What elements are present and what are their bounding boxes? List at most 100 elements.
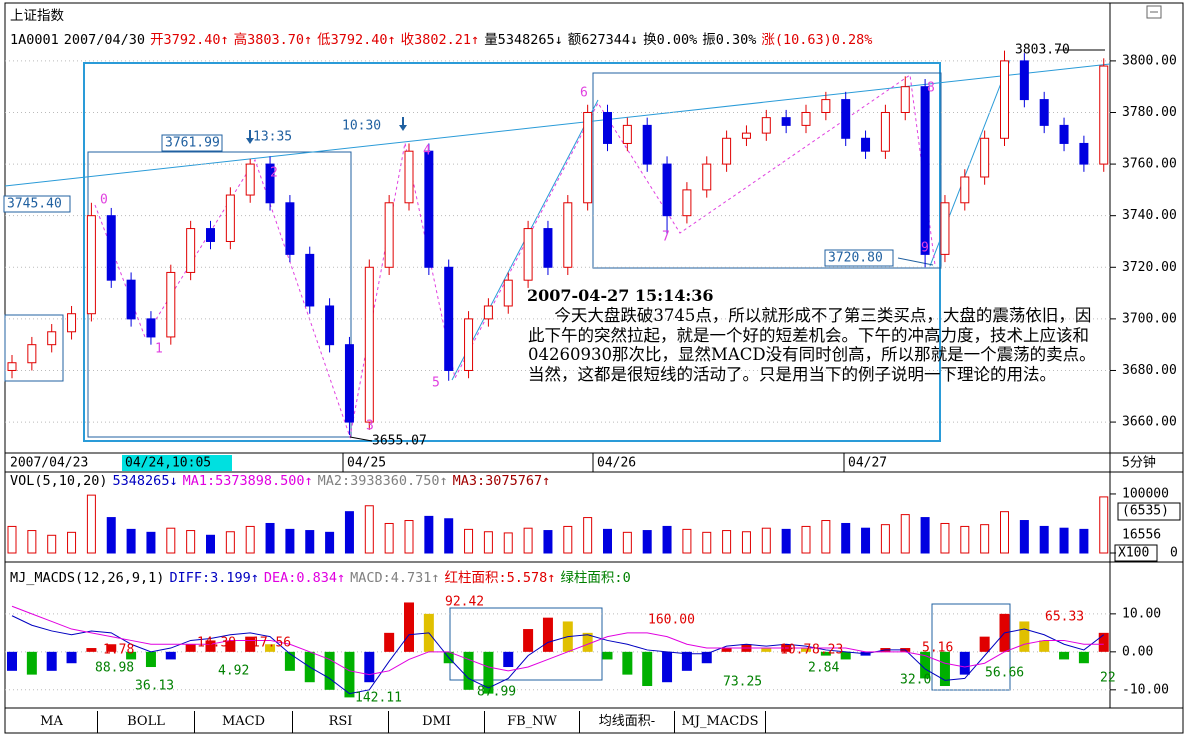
candle-body (662, 163, 672, 217)
volume-bar (186, 530, 196, 554)
volume-bar (741, 531, 751, 554)
macd-annotation: 14.39 (197, 636, 236, 651)
candle-body (1079, 142, 1089, 165)
indicator-tab[interactable]: MA (6, 711, 98, 733)
indicator-tab[interactable]: 均线面积- (580, 711, 675, 733)
zone-box (83, 62, 941, 442)
candle-body (702, 163, 712, 191)
candle-body (722, 137, 732, 165)
volume-bar (404, 520, 414, 554)
indicator-tab[interactable]: MJ_MACDS (675, 711, 766, 733)
macd-annotation: 56.66 (985, 666, 1024, 681)
leader-line (349, 436, 373, 442)
macd-bar (7, 651, 17, 671)
macd-bar (364, 651, 375, 683)
volume-bar (543, 530, 553, 554)
candle-body (761, 117, 771, 134)
indicator-tab[interactable]: RSI (293, 711, 389, 733)
indicator-tab[interactable]: FB_NW (485, 711, 580, 733)
macd-bar (205, 640, 216, 652)
macd-annotation: 36.13 (135, 679, 174, 694)
price-label: 3803.70 (1015, 43, 1070, 58)
indicator-tab[interactable]: MACD (195, 711, 293, 733)
macd-bar (820, 651, 831, 656)
y-tick-label: 100000 (1122, 486, 1169, 501)
macd-bar (542, 617, 553, 652)
volume-bar (285, 528, 295, 554)
macd-annotation: 10.7 (780, 643, 811, 658)
candle-body (305, 253, 315, 307)
macd-annotation: 2.84 (808, 661, 839, 676)
volume-bar (483, 531, 493, 554)
volume-bar (682, 528, 692, 554)
macd-header: MJ_MACDS(12,26,9,1) DIFF:3.199↑ DEA:0.834↑… (10, 566, 636, 586)
candle-body (861, 137, 871, 152)
candle-body (146, 318, 156, 338)
volume-bar (344, 511, 354, 554)
leader-line (897, 257, 934, 266)
y-tick-label: 10.00 (1122, 606, 1161, 621)
macd-bar (681, 651, 692, 671)
volume-bar (622, 531, 632, 554)
volume-header-item: MA2:3938360.750↑ (317, 473, 448, 489)
time-label: 10:30 (342, 119, 381, 134)
macd-line (11, 605, 1104, 676)
macd-bar (245, 636, 256, 652)
macd-bar (979, 636, 990, 652)
quote-item: 2007/04/30 (63, 32, 146, 48)
macd-annotation: 4.92 (218, 664, 249, 679)
volume-bar (1000, 511, 1009, 554)
volume-bar (880, 524, 890, 554)
indicator-tab[interactable]: BOLL (98, 711, 195, 733)
candle-body (245, 163, 255, 196)
wave-zigzag (94, 74, 936, 439)
x-tick-label: 04/24,10:05 (125, 456, 211, 471)
macd-header-item: 绿柱面积:0 (560, 570, 631, 586)
candle-body (444, 266, 454, 371)
macd-bar (344, 651, 355, 698)
x-tick-label: 04/25 (347, 456, 386, 471)
macd-bar (701, 651, 712, 664)
candle-body (325, 305, 335, 346)
macd-bar (959, 651, 970, 675)
macd-bar (165, 651, 176, 660)
y-tick-label: 3700.00 (1122, 311, 1177, 326)
price-label-box (161, 134, 223, 152)
volume-side-label: (6535) (1122, 504, 1169, 519)
macd-annotation: 17.56 (252, 636, 291, 651)
volume-header-item: 5348265↓ (112, 473, 178, 489)
macd-bar (1019, 621, 1030, 652)
candle-body (166, 271, 176, 338)
candle-body (642, 124, 652, 165)
x-tick-label: 2007/04/23 (10, 456, 88, 471)
volume-bar (206, 534, 215, 554)
time-cursor-highlight (122, 455, 232, 471)
candle-body (543, 228, 553, 268)
macd-bar (483, 651, 494, 694)
candle-body (265, 163, 275, 204)
macd-bar (939, 651, 950, 687)
volume-bar (841, 522, 851, 554)
macd-bar (801, 648, 811, 652)
candle-body (67, 313, 77, 333)
volume-side-label: X100 (1118, 546, 1149, 561)
macd-bar (1098, 632, 1109, 652)
macd-bar (840, 651, 851, 660)
volume-bar (801, 525, 811, 554)
volume-bar (523, 527, 533, 554)
y-tick-label: 3800.00 (1122, 53, 1177, 68)
y-tick-label: 3780.00 (1122, 105, 1177, 120)
y-tick-label: -10.00 (1122, 682, 1169, 697)
candle-body (801, 111, 811, 126)
wave-label: 8 (927, 81, 935, 96)
macd-bar (1078, 651, 1089, 664)
macd-bar (662, 651, 673, 683)
window-button[interactable] (1146, 5, 1162, 19)
candle-body (344, 344, 354, 423)
candle-body (603, 111, 612, 144)
macd-annotation: 160.00 (648, 613, 695, 628)
volume-bar (47, 534, 57, 554)
y-tick-label: 3660.00 (1122, 415, 1177, 430)
indicator-tab[interactable]: DMI (389, 711, 485, 733)
